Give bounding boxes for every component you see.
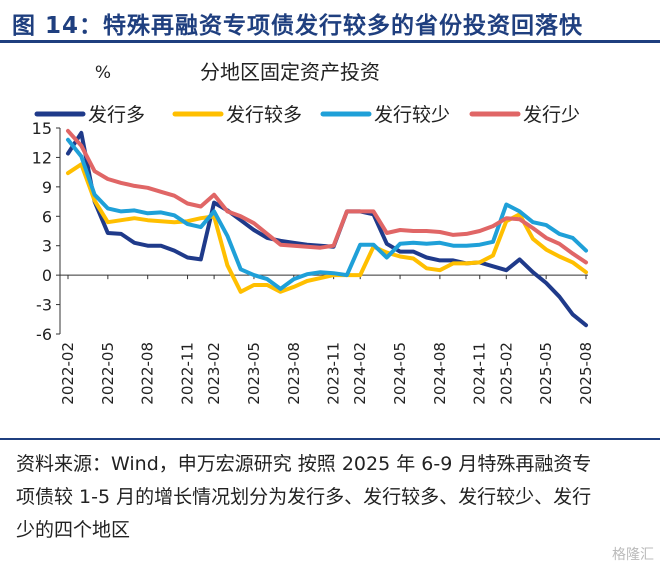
x-tick-label: 2022-11 — [179, 342, 197, 405]
legend-label-2: 发行较多 — [226, 104, 302, 126]
y-tick-label: 0 — [42, 266, 52, 285]
y-unit-label: % — [95, 63, 111, 83]
x-tick-label: 2022-02 — [59, 342, 77, 405]
source-divider — [0, 438, 660, 440]
legend-label-1: 发行多 — [88, 104, 145, 126]
source-note: 资料来源：Wind，申万宏源研究 按照 2025 年 6-9 月特殊再融资专项债… — [16, 453, 592, 541]
series-lines — [66, 128, 588, 328]
legend-label-4: 发行少 — [523, 104, 580, 126]
y-tick-label: 6 — [42, 207, 52, 226]
x-tick-label: 2024-11 — [471, 342, 489, 405]
x-tick-label: 2025-05 — [537, 342, 555, 405]
x-tick-label: 2022-05 — [99, 342, 117, 405]
x-tick-label: 2024-02 — [351, 342, 369, 405]
watermark-logo: 格隆汇 — [612, 547, 654, 563]
y-tick-label: 12 — [32, 148, 52, 167]
x-tick-label: 2024-05 — [391, 342, 409, 405]
x-tick-label: 2023-08 — [285, 342, 303, 405]
series-line-2 — [66, 162, 588, 294]
legend-label-3: 发行较少 — [374, 104, 450, 126]
series-line-1 — [66, 130, 588, 328]
x-tick-label: 2025-02 — [497, 342, 515, 405]
y-tick-label: 15 — [32, 119, 52, 138]
x-tick-label: 2024-08 — [431, 342, 449, 405]
x-tick-label: 2023-11 — [325, 342, 343, 405]
figure-title: 图 14：特殊再融资专项债发行较多的省份投资回落快 — [12, 13, 584, 39]
axes: -6 -3 0 3 6 9 12 15 2022-02 2022-05 2022-08 2022-11… — [32, 119, 595, 405]
line-chart: % 分地区固定资产投资 发行多 发行较多 发行较少 发行少 -6 -3 0 3 6 9 12 15 2… — [32, 60, 595, 405]
legend: 发行多 发行较多 发行较少 发行少 — [34, 104, 580, 126]
y-tick-label: 9 — [42, 178, 52, 197]
x-tick-label: 2023-05 — [245, 342, 263, 405]
y-tick-label: -6 — [36, 325, 52, 344]
y-tick-label: 3 — [42, 237, 52, 256]
y-tick-label: -3 — [36, 296, 52, 315]
x-tick-label: 2025-08 — [577, 342, 595, 405]
x-tick-label: 2022-08 — [139, 342, 157, 405]
series-line-4 — [66, 128, 588, 265]
title-divider — [0, 40, 660, 43]
x-tick-label: 2023-02 — [205, 342, 223, 405]
chart-title: 分地区固定资产投资 — [200, 60, 380, 84]
